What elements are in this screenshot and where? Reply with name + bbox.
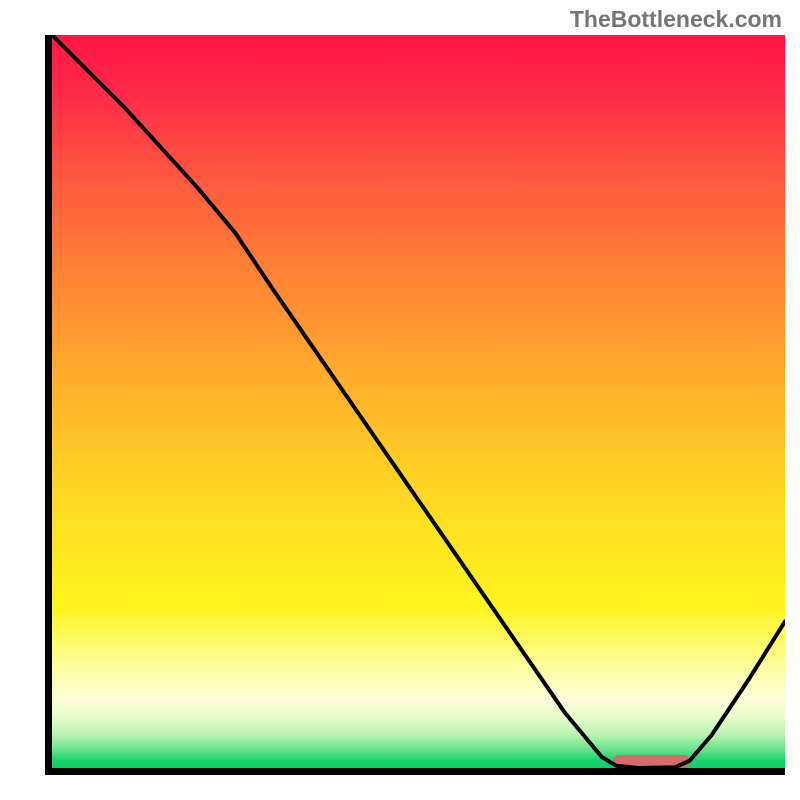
watermark-text: TheBottleneck.com bbox=[570, 6, 782, 33]
chart-container: TheBottleneck.com bbox=[0, 0, 800, 800]
plot-area bbox=[45, 35, 785, 775]
curve-path bbox=[52, 35, 785, 768]
bottleneck-curve bbox=[52, 35, 785, 768]
